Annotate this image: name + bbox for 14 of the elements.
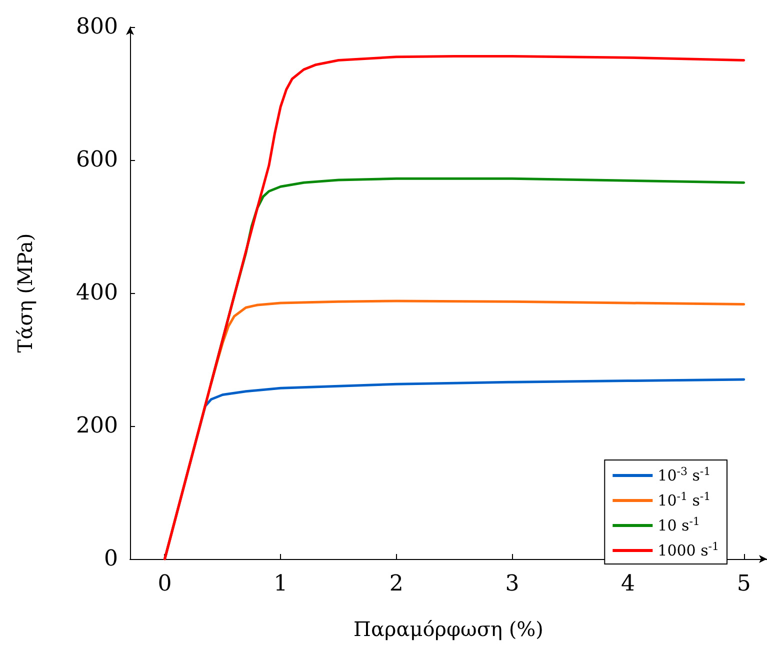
x-tick-label: 0 — [158, 572, 172, 596]
line-series — [163, 55, 746, 560]
y-axis-title: Τάση (MPa) — [13, 233, 37, 353]
x-tick-label: 4 — [621, 572, 636, 596]
x-tick-label: 2 — [389, 572, 404, 596]
y-tick-label: 800 — [76, 14, 118, 40]
x-axis-title: Παραμόρφωση (%) — [354, 617, 544, 641]
x-tick-label: 1 — [274, 572, 288, 596]
y-tick-label: 400 — [76, 280, 118, 306]
y-tick-label: 600 — [76, 148, 118, 172]
y-tick-label: 200 — [76, 414, 118, 438]
x-tick-label: 3 — [505, 572, 520, 596]
y-tick-label: 0 — [104, 546, 118, 572]
x-tick-label: 5 — [736, 572, 751, 596]
